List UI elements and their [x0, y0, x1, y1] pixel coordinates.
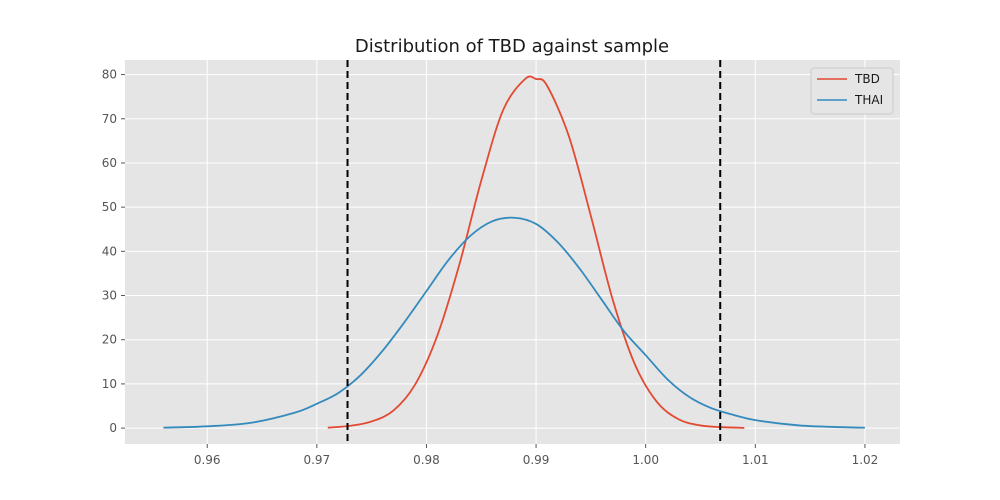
- grid-lines: [125, 60, 900, 444]
- x-tick-label: 1.00: [632, 453, 659, 467]
- x-tick-label: 0.97: [303, 453, 330, 467]
- x-tick-label: 0.99: [523, 453, 550, 467]
- y-tick-label: 10: [102, 377, 117, 391]
- x-tick-label: 1.02: [852, 453, 879, 467]
- series-line-thai: [163, 216, 865, 429]
- y-tick-label: 50: [102, 200, 117, 214]
- plot-area: [125, 60, 900, 444]
- legend: TBD THAI: [810, 67, 894, 115]
- x-axis: 0.96 0.97 0.98 0.99 1.00 1.01 1.02: [194, 444, 878, 467]
- x-tick-label: 0.96: [194, 453, 221, 467]
- legend-label-tbd: TBD: [854, 72, 880, 86]
- y-tick-label: 0: [109, 421, 117, 435]
- y-tick-label: 30: [102, 289, 117, 303]
- series-line-tbd: [327, 75, 745, 429]
- legend-label-thai: THAI: [854, 93, 883, 107]
- legend-box: [810, 67, 894, 115]
- y-tick-label: 20: [102, 333, 117, 347]
- y-tick-label: 60: [102, 156, 117, 170]
- y-tick-label: 80: [102, 68, 117, 82]
- y-tick-label: 40: [102, 244, 117, 258]
- y-tick-label: 70: [102, 112, 117, 126]
- y-axis: 0 10 20 30 40 50 60 70 80: [102, 68, 125, 435]
- x-tick-label: 1.01: [742, 453, 769, 467]
- chart-title: Distribution of TBD against sample: [355, 36, 669, 57]
- threshold-lines: [346, 60, 722, 444]
- x-tick-label: 0.98: [413, 453, 440, 467]
- series-lines: [163, 75, 865, 429]
